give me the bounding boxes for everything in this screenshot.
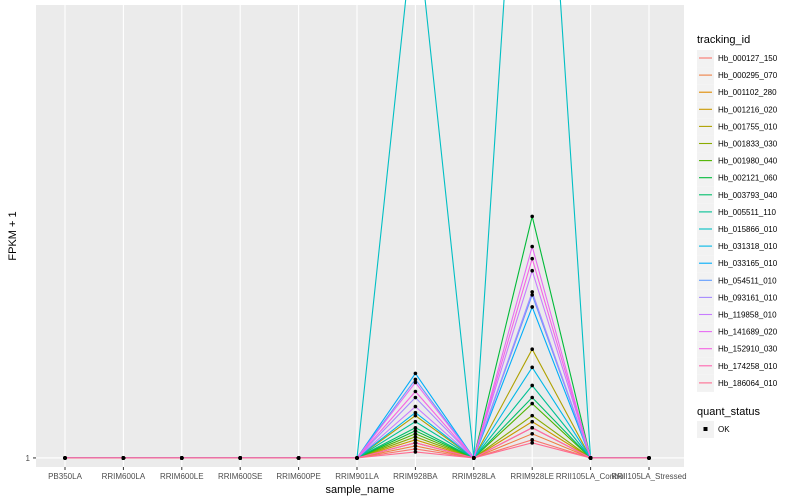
legend-label: Hb_152910_030 xyxy=(718,345,778,354)
legend-title: tracking_id xyxy=(697,34,750,46)
data-point xyxy=(413,441,418,445)
legend2-label: OK xyxy=(718,425,730,434)
data-point xyxy=(472,456,476,460)
x-tick-label: RRIM901LA xyxy=(335,472,379,481)
legend2-title: quant_status xyxy=(697,406,760,418)
data-point xyxy=(413,404,418,409)
legend-label: Hb_001833_030 xyxy=(718,140,778,149)
data-point xyxy=(530,347,534,352)
gridlines xyxy=(36,5,684,467)
legend-label: Hb_003793_040 xyxy=(718,191,778,200)
legend-label: Hb_001755_010 xyxy=(718,122,778,131)
data-point xyxy=(413,444,418,448)
data-point xyxy=(180,456,184,460)
x-axis-title: sample_name xyxy=(325,484,394,496)
data-point xyxy=(413,380,418,385)
y-tick-label: 1 xyxy=(26,454,31,463)
data-point xyxy=(413,431,418,436)
x-tick-label: RRIM600LE xyxy=(160,472,204,481)
data-point xyxy=(530,431,534,436)
data-point xyxy=(413,425,418,430)
data-point xyxy=(355,456,359,460)
x-tick-label: PB350LA xyxy=(48,472,82,481)
legend-label: Hb_015866_010 xyxy=(718,225,778,234)
data-point xyxy=(121,456,126,460)
data-point xyxy=(530,293,534,297)
x-tick-label: RRII105LA_Control xyxy=(556,472,626,481)
data-point xyxy=(530,441,534,445)
legend-label: Hb_002121_060 xyxy=(718,174,778,183)
legend-label: Hb_031318_010 xyxy=(718,242,778,251)
data-point xyxy=(238,456,242,460)
x-tick-label: RRIM928LA xyxy=(452,472,496,481)
y-axis-title: FPKM + 1 xyxy=(7,211,19,260)
legend-label: Hb_005511_110 xyxy=(718,208,777,217)
data-point xyxy=(530,413,534,418)
x-tick-label: RRIM600PE xyxy=(276,472,320,481)
data-point xyxy=(413,377,418,382)
data-point xyxy=(530,383,534,388)
legend-label: Hb_001216_020 xyxy=(718,105,778,114)
data-point xyxy=(530,305,534,309)
data-point xyxy=(296,456,301,460)
data-point xyxy=(413,435,418,439)
legend-label: Hb_093161_010 xyxy=(718,293,778,302)
data-point xyxy=(530,244,534,249)
series-points xyxy=(63,214,651,460)
data-point xyxy=(413,371,418,376)
legend-label: Hb_174258_010 xyxy=(718,362,778,371)
data-point xyxy=(413,395,418,400)
data-point xyxy=(413,389,418,394)
data-point xyxy=(647,456,651,460)
legend-quant-status: OK xyxy=(697,421,730,438)
legend: Hb_000127_150 Hb_000295_070 Hb_001102_280 H… xyxy=(697,50,778,392)
data-point xyxy=(530,256,534,261)
x-tick-label: RRIM928LE xyxy=(510,472,554,481)
legend-label: Hb_054511_010 xyxy=(718,276,777,285)
data-point xyxy=(413,413,418,418)
data-point xyxy=(413,438,418,442)
x-axis-ticks: PB350LA RRIM600LA RRIM600LE RRIM600SE RRIM60… xyxy=(48,467,687,481)
data-point xyxy=(413,450,418,454)
legend-label: Hb_141689_020 xyxy=(718,328,778,337)
data-point xyxy=(63,456,67,460)
data-point xyxy=(588,456,593,460)
data-point xyxy=(530,419,534,424)
data-point xyxy=(413,410,418,415)
data-point xyxy=(530,365,534,370)
legend2-key-point xyxy=(703,427,708,431)
legend-label: Hb_000127_150 xyxy=(718,54,778,63)
data-point xyxy=(530,290,534,294)
legend-label: Hb_000295_070 xyxy=(718,71,778,80)
legend-label: Hb_001980_040 xyxy=(718,157,778,166)
data-point xyxy=(530,268,534,273)
y-axis-ticks: 1 xyxy=(26,454,36,463)
legend-label: Hb_001102_280 xyxy=(718,88,777,97)
data-point xyxy=(530,425,534,430)
data-point xyxy=(530,395,534,400)
data-point xyxy=(413,447,418,451)
data-point xyxy=(530,214,534,219)
legend-label: Hb_119858_010 xyxy=(718,311,777,320)
data-point xyxy=(413,428,418,433)
x-tick-label: RRIM928BA xyxy=(393,472,438,481)
data-point xyxy=(413,419,418,424)
data-point xyxy=(530,401,534,406)
legend-label: Hb_033165_010 xyxy=(718,259,778,268)
x-tick-label: RRIM600SE xyxy=(218,472,262,481)
legend-label: Hb_186064_010 xyxy=(718,379,778,388)
x-tick-label: RRII105LA_Stressed xyxy=(611,472,686,481)
data-point xyxy=(530,438,534,442)
x-tick-label: RRIM600LA xyxy=(102,472,146,481)
